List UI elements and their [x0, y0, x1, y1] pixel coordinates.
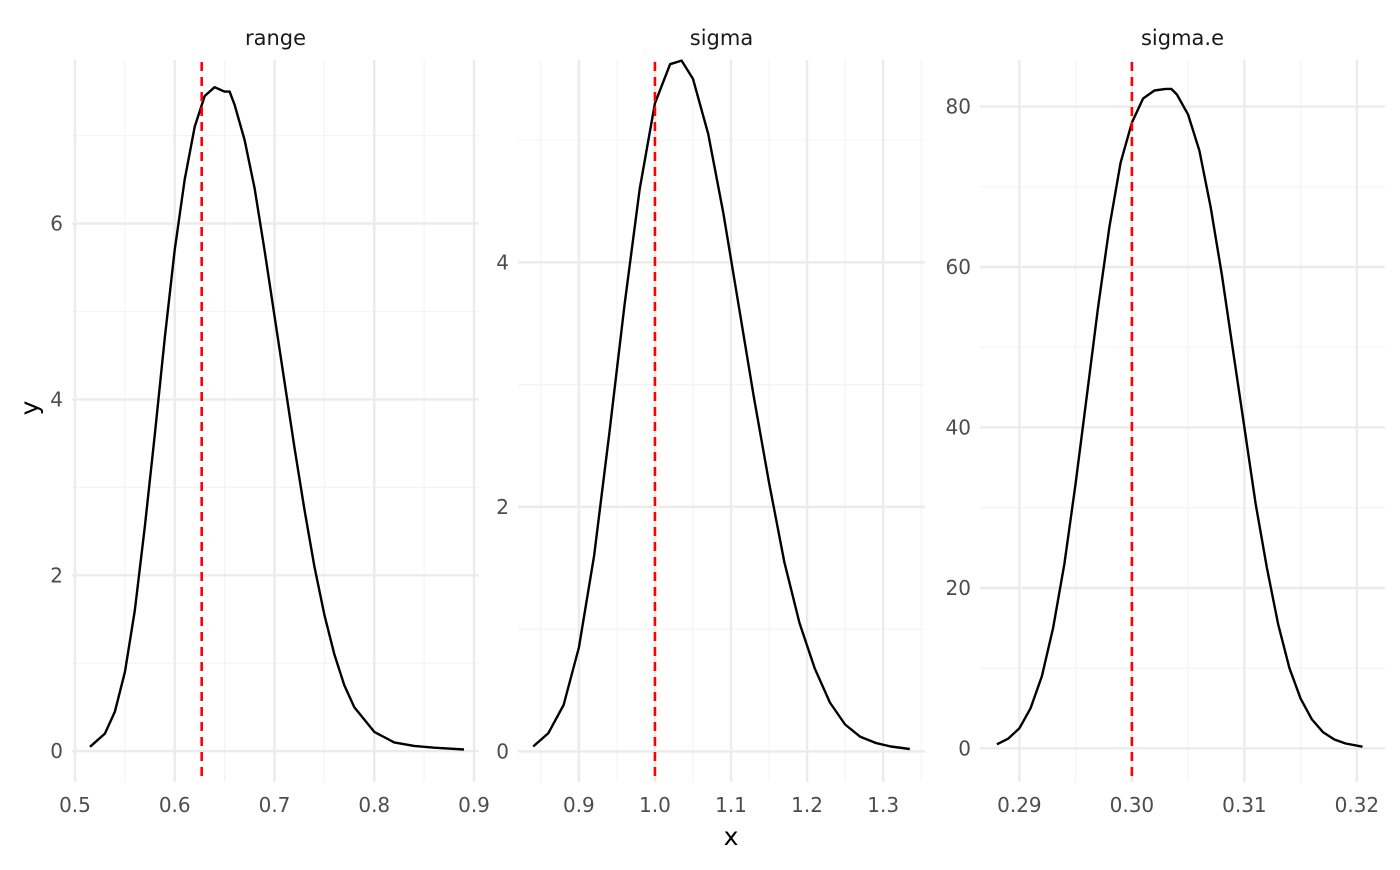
density-curve-sigma.e [996, 87, 1363, 748]
x-axis-title: x [724, 822, 739, 851]
y-tick-label: 4 [496, 250, 509, 274]
x-tick-label: 1.3 [867, 793, 899, 817]
x-tick-label: 0.6 [159, 793, 191, 817]
x-tick-label: 0.29 [997, 793, 1042, 817]
x-tick-label: 1.1 [715, 793, 747, 817]
x-tick-label: 0.5 [59, 793, 91, 817]
density-curve-range [89, 85, 465, 751]
x-tick-label: 0.8 [358, 793, 390, 817]
panel-title: sigma [690, 26, 753, 50]
y-tick-label: 4 [50, 387, 63, 411]
x-tick-label: 0.32 [1335, 793, 1380, 817]
y-tick-label: 80 [946, 95, 971, 119]
y-tick-label: 2 [496, 495, 509, 519]
y-tick-label: 40 [946, 415, 971, 439]
y-tick-label: 0 [50, 739, 63, 763]
y-tick-label: 60 [946, 255, 971, 279]
y-tick-label: 20 [946, 576, 971, 600]
x-tick-label: 0.31 [1222, 793, 1267, 817]
x-tick-label: 0.9 [563, 793, 595, 817]
y-axis-title: y [15, 400, 44, 415]
x-tick-label: 1.2 [791, 793, 823, 817]
panel-title: range [245, 26, 306, 50]
y-tick-label: 6 [50, 212, 63, 236]
x-tick-label: 1.0 [639, 793, 671, 817]
y-tick-label: 0 [958, 736, 971, 760]
x-tick-label: 0.9 [458, 793, 490, 817]
y-tick-label: 2 [50, 563, 63, 587]
y-tick-label: 0 [496, 739, 509, 763]
x-tick-label: 0.30 [1110, 793, 1155, 817]
panel-title: sigma.e [1141, 26, 1224, 50]
x-tick-label: 0.7 [259, 793, 291, 817]
density-curve-sigma [532, 59, 910, 751]
